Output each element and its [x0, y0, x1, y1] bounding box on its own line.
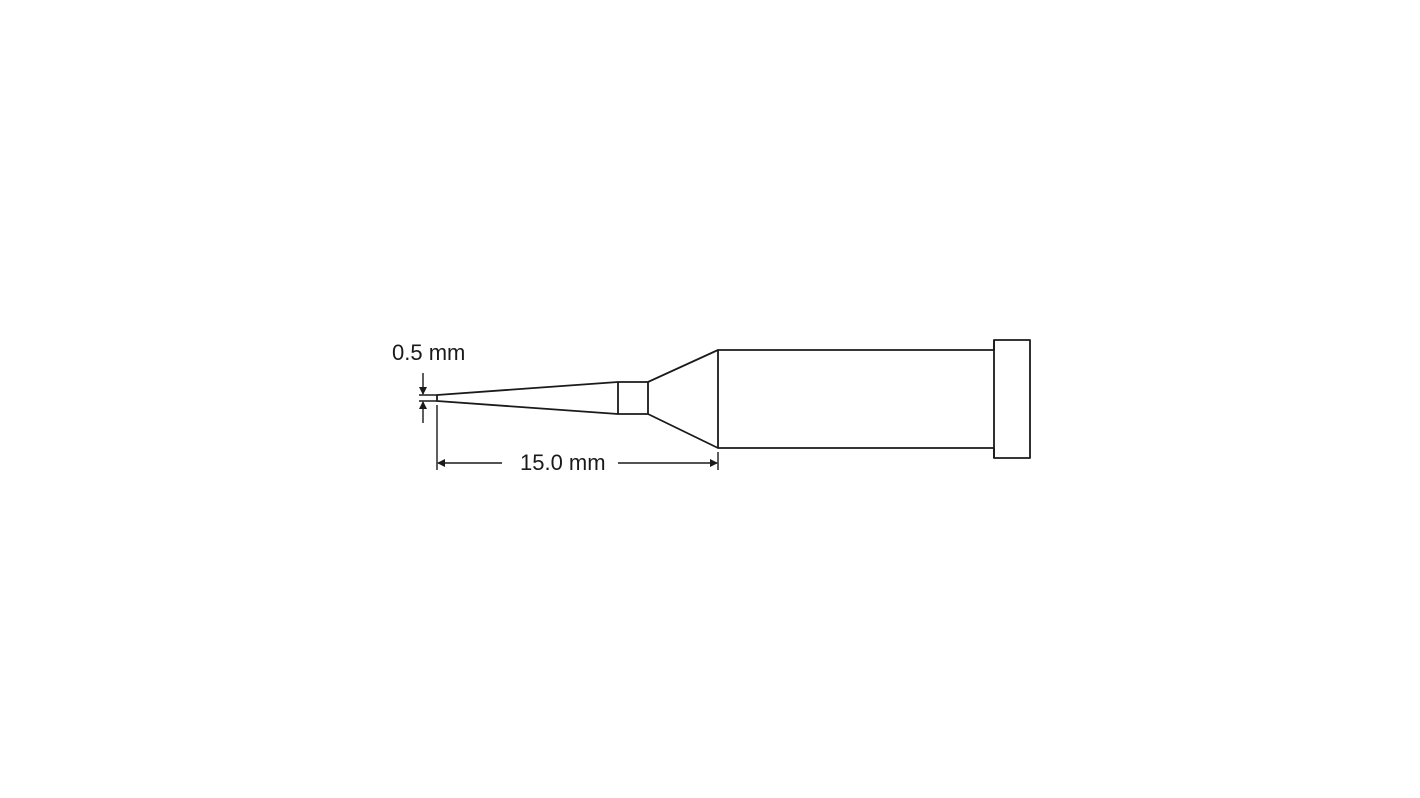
- tip-length-label: 15.0 mm: [520, 450, 606, 476]
- tip-outline-svg: [0, 0, 1420, 798]
- technical-drawing: 0.5 mm 15.0 mm: [0, 0, 1420, 798]
- tip-diameter-label: 0.5 mm: [392, 340, 465, 366]
